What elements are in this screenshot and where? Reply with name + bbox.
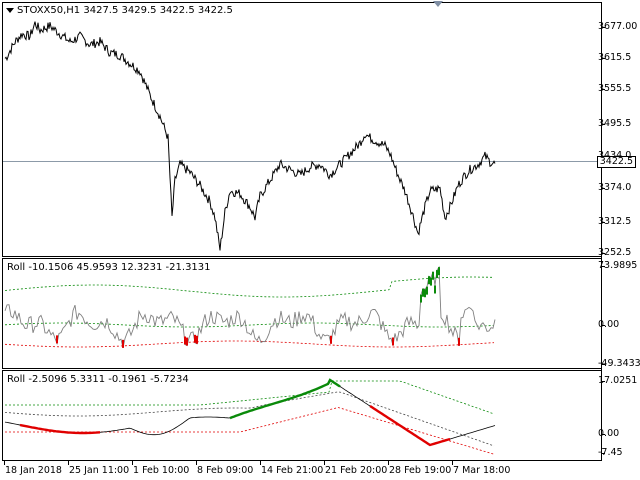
price-axis-label: 3434.0 — [598, 151, 632, 161]
osc2-axis-label: -7.45 — [598, 447, 623, 458]
osc1-axis-label: -49.3433 — [598, 358, 640, 369]
osc2-axis-label: 0.00 — [598, 428, 620, 439]
price-axis-label: 3495.5 — [598, 118, 632, 129]
time-axis-label: 21 Feb 20:00 — [325, 465, 388, 476]
main-price-panel[interactable] — [2, 2, 602, 257]
osc1-axis-label: 73.9895 — [598, 260, 638, 271]
price-axis-label: 3312.5 — [598, 216, 632, 227]
price-axis-label: 3252.5 — [598, 247, 632, 258]
time-axis-label: 28 Feb 19:00 — [389, 465, 452, 476]
price-axis-ticks — [601, 27, 605, 454]
osc1-panel-title: Roll -10.1506 45.9593 12.3231 -21.3131 — [7, 262, 211, 273]
current-price-badge: 3422.5 — [596, 156, 636, 168]
time-axis-label: 1 Feb 10:00 — [133, 465, 190, 476]
time-axis-ticks — [4, 461, 453, 465]
price-series-line — [4, 21, 496, 251]
osc2-panel-title: Roll -2.5096 5.3311 -0.1961 -5.7234 — [7, 374, 189, 385]
price-axis-label: 3374.0 — [598, 182, 632, 193]
time-axis-label: 14 Feb 21:00 — [261, 465, 324, 476]
oscillator-panel-1[interactable] — [2, 258, 602, 369]
price-axis-label: 3677.00 — [598, 21, 638, 32]
time-axis-label: 7 Mar 18:00 — [453, 465, 511, 476]
time-axis-label: 8 Feb 09:00 — [197, 465, 254, 476]
osc1-axis-label: 0.00 — [598, 319, 620, 330]
price-axis-label: 3555.5 — [598, 83, 632, 94]
oscillator-1-series — [4, 265, 496, 349]
osc2-axis-label: 17.0251 — [598, 375, 638, 386]
oscillator-2-series — [4, 378, 496, 455]
main-panel-title: STOXX50,H1 3427.5 3429.5 3422.5 3422.5 — [17, 5, 233, 16]
shift-marker-icon[interactable] — [433, 1, 443, 7]
chevron-down-icon[interactable] — [6, 8, 14, 13]
time-axis-label: 25 Jan 11:00 — [69, 465, 130, 476]
price-axis-label: 3615.5 — [598, 52, 632, 63]
time-axis-label: 18 Jan 2018 — [5, 465, 62, 476]
